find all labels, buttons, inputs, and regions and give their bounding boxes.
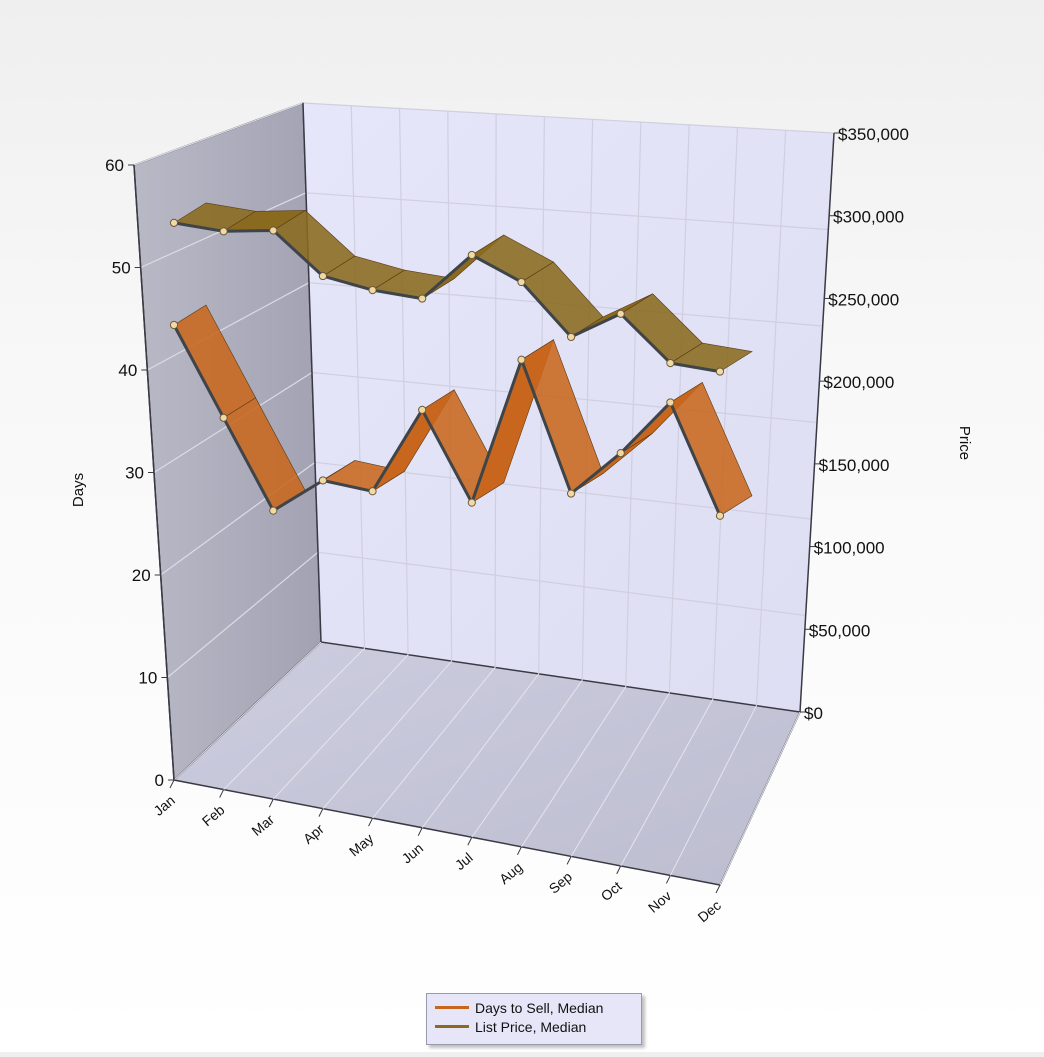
gridline-floor <box>521 686 627 848</box>
left-axis-tick-label: 50 <box>112 259 131 278</box>
gridline-floor <box>471 679 583 838</box>
x-axis-tick-mark <box>417 827 423 836</box>
gridline-horizontal <box>305 192 829 231</box>
x-axis-tick-label: Oct <box>598 878 625 904</box>
days-series-point <box>418 405 427 414</box>
price-series-line <box>173 221 721 374</box>
left-axis-tick-label: 30 <box>125 464 144 483</box>
left-axis-line <box>133 164 175 781</box>
price-series-ribbon <box>169 202 753 376</box>
price-series-point <box>566 332 576 342</box>
gridline-left-wall <box>133 102 304 166</box>
price-series-point <box>418 294 427 303</box>
x-axis-tick-mark <box>566 856 572 865</box>
x-axis-tick-label: Aug <box>496 859 525 887</box>
x-axis-tick-mark <box>169 779 175 789</box>
right-axis-tick-label: $150,000 <box>819 456 890 475</box>
price-series-point <box>666 359 675 368</box>
price-series-point <box>368 286 377 295</box>
left-axis-tick-label: 20 <box>132 566 151 585</box>
gridline-floor <box>223 648 365 790</box>
x-axis-tick-label: Feb <box>199 801 228 829</box>
left-axis-title: Days <box>70 473 87 507</box>
gridline-floor <box>421 673 540 829</box>
x-axis-tick-mark <box>368 817 373 827</box>
days-series-point <box>467 498 476 507</box>
price-series-point <box>169 218 179 227</box>
price-series-point <box>318 271 328 281</box>
x-axis-tick-label: Jul <box>452 849 476 873</box>
x-axis-tick-mark <box>517 846 522 856</box>
legend-label-days: Days to Sell, Median <box>475 1000 604 1016</box>
days-series-point <box>666 398 675 407</box>
x-axis-tick-mark <box>467 837 473 846</box>
back-left-edge <box>302 102 322 643</box>
right-axis-tick-label: $200,000 <box>823 373 894 392</box>
days-series-point <box>616 449 625 458</box>
x-axis-tick-mark <box>219 789 225 798</box>
x-axis-tick-label: Nov <box>645 887 674 915</box>
legend-swatch-price <box>435 1024 469 1028</box>
x-axis-tick-mark <box>616 865 622 875</box>
gridline-floor <box>570 692 670 857</box>
gridline-left-wall <box>147 282 310 371</box>
left-axis-tick-label: 60 <box>105 156 124 175</box>
x-axis-tick-label: Jun <box>399 840 427 867</box>
gridline-floor <box>620 699 714 867</box>
days-series-point <box>169 320 179 330</box>
right-axis-tick-label: $100,000 <box>814 539 885 558</box>
right-axis-title: Price <box>956 426 973 460</box>
gridline-floor <box>669 705 757 876</box>
right-axis-tick-label: $300,000 <box>833 208 904 227</box>
left-axis-tick-label: 10 <box>138 669 157 688</box>
days-series-point <box>219 413 228 422</box>
x-axis-tick-mark <box>318 808 324 817</box>
price-series-point <box>219 227 228 236</box>
gridline-floor <box>719 711 801 886</box>
days-series-point <box>566 489 576 498</box>
x-axis-tick-mark <box>715 884 721 894</box>
x-axis-tick-label: May <box>346 830 377 859</box>
price-series-point <box>467 250 476 260</box>
price-series-point <box>517 277 526 287</box>
left-axis-tick-label: 40 <box>118 361 137 380</box>
right-axis-tick-label: $0 <box>804 704 823 723</box>
days-series-point <box>715 511 725 520</box>
gridline-floor <box>272 654 409 800</box>
x-axis-tick-label: Dec <box>695 897 724 925</box>
gridline-horizontal <box>302 102 835 134</box>
price-series-point <box>616 309 625 318</box>
days-series-point <box>318 476 328 485</box>
legend-label-price: List Price, Median <box>475 1019 587 1035</box>
days-series-line <box>172 324 722 517</box>
days-series-point <box>368 487 377 496</box>
gridline-floor <box>173 641 322 781</box>
gridline-floor <box>372 667 496 819</box>
days-series-point <box>517 355 526 364</box>
price-series-point <box>715 367 725 376</box>
legend-item-price: List Price, Median <box>435 1018 586 1036</box>
right-axis-line <box>799 132 835 713</box>
days-series-ribbon <box>169 304 753 520</box>
gridline-floor <box>322 660 453 809</box>
x-axis-tick-label: Jan <box>150 792 178 819</box>
x-axis-tick-label: Apr <box>300 820 327 846</box>
legend-swatch-days <box>435 1005 469 1009</box>
price-series-point <box>269 226 278 235</box>
gridline-left-wall <box>166 551 319 678</box>
gridline-horizontal <box>317 551 806 617</box>
legend-item-days: Days to Sell, Median <box>435 999 603 1017</box>
x-axis-tick-mark <box>268 798 274 808</box>
legend: Days to Sell, Median List Price, Median <box>426 993 642 1045</box>
x-axis-tick-label: Mar <box>248 811 277 839</box>
left-axis-tick-label: 0 <box>155 771 164 790</box>
right-axis-tick-label: $350,000 <box>838 125 909 144</box>
days-series-point <box>269 506 278 515</box>
x-axis-tick-label: Sep <box>546 868 576 896</box>
x-axis-tick-mark <box>665 875 671 884</box>
right-axis-tick-label: $50,000 <box>809 621 870 640</box>
right-axis-tick-label: $250,000 <box>828 290 899 309</box>
